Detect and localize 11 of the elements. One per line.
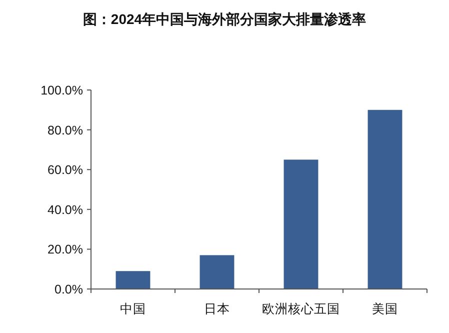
y-tick-label: 20.0%	[48, 242, 83, 257]
x-tick-label: 日本	[204, 302, 230, 316]
y-tick-label: 40.0%	[48, 202, 83, 217]
y-tick-label: 80.0%	[48, 123, 83, 138]
x-tick-label: 欧洲核心五国	[262, 301, 340, 316]
y-tick-label: 0.0%	[54, 282, 83, 296]
chart-title: 图：2024年中国与海外部分国家大排量渗透率	[82, 11, 366, 27]
x-tick-label: 中国	[120, 302, 146, 316]
y-tick-label: 100.0%	[40, 84, 83, 98]
x-tick-label: 美国	[372, 301, 398, 316]
y-tick-label: 60.0%	[48, 163, 83, 178]
